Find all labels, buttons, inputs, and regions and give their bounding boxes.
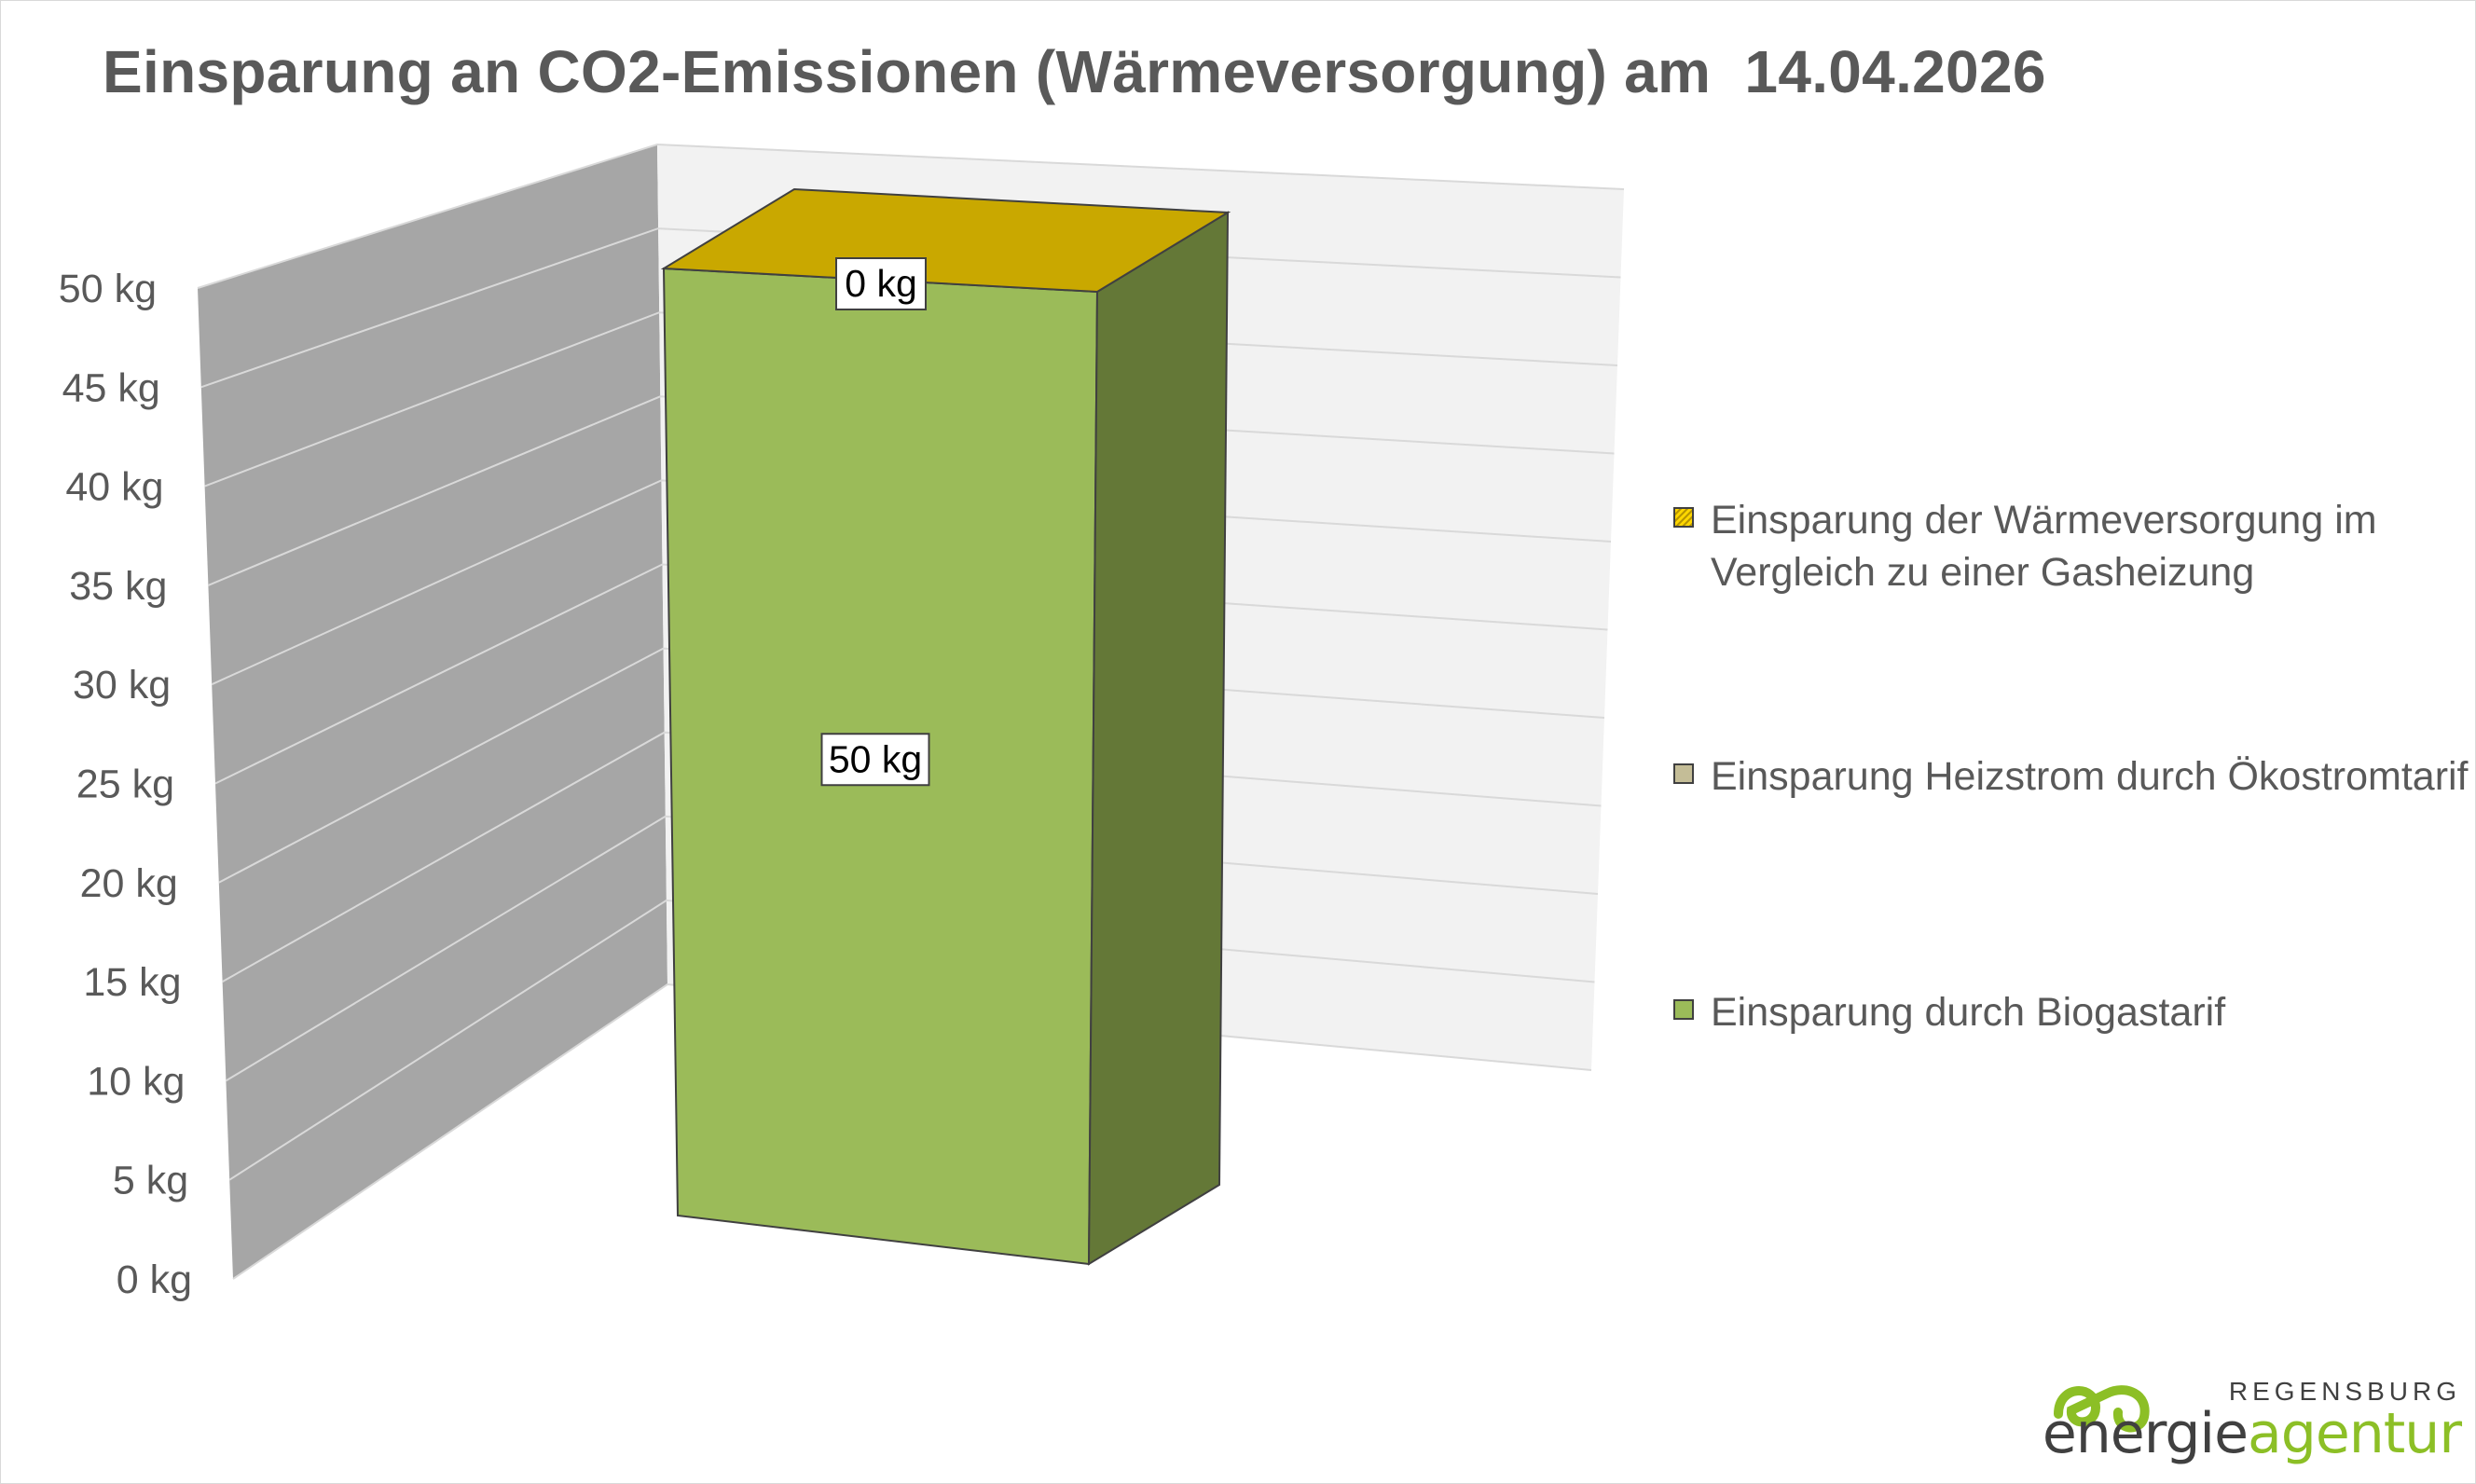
legend-swatch [1673,999,1694,1020]
legend-swatch [1673,507,1694,528]
logo-city-text: REGENSBURG [2228,1377,2461,1406]
chart-title: Einsparung an CO2-Emissionen (Wärmeverso… [103,38,2046,105]
gridline [228,899,1595,1181]
logo-mark-icon [2054,1385,2150,1433]
y-tick-label: 10 kg [87,1059,185,1104]
y-tick-label: 35 kg [69,564,167,609]
y-tick-label: 45 kg [62,365,160,410]
y-tick-label: 50 kg [59,267,157,311]
gridline [218,647,1605,884]
legend-swatch [1673,763,1694,784]
legend-item: Einsparung Heizstrom durch Ökostromtarif [1673,750,2475,803]
gridline [197,143,1625,289]
legend-label: Einsparung durch Biogastarif [1711,990,2226,1035]
y-tick-label: 15 kg [83,960,181,1005]
gridline [214,563,1608,785]
legend-item: Einsparung der Wärmeversorgung im Vergle… [1673,494,2475,598]
y-tick-label: 5 kg [113,1159,188,1203]
y-tick-label: 0 kg [117,1257,192,1302]
data-label: 50 kg [820,733,930,787]
legend-item: Einsparung durch Biogastarif [1673,986,2475,1038]
gridline [222,731,1602,982]
bar-side-segment [1087,211,1230,1266]
gridline [204,311,1618,488]
data-label: 0 kg [835,257,927,310]
legend-label: Einsparung der Wärmeversorgung im Vergle… [1711,498,2377,595]
gridline [200,227,1621,389]
gridline [232,982,1592,1280]
gridline [225,815,1599,1082]
gridline [208,395,1615,586]
y-tick-label: 40 kg [65,465,163,510]
y-tick-label: 30 kg [73,663,171,708]
legend-label: Einsparung Heizstrom durch Ökostromtarif [1711,754,2469,799]
svg-text:0 kg: 0 kg [845,262,917,305]
y-tick-label: 20 kg [80,861,178,906]
side-wall [198,144,667,1279]
logo-wordmark: energieagentur [2042,1401,2462,1466]
energieagentur-logo: REGENSBURG energieagentur [2043,1366,2462,1477]
bar-top-face [660,187,1231,294]
svg-text:50 kg: 50 kg [829,737,922,780]
gridline [211,479,1612,686]
y-tick-label: 25 kg [76,763,174,807]
